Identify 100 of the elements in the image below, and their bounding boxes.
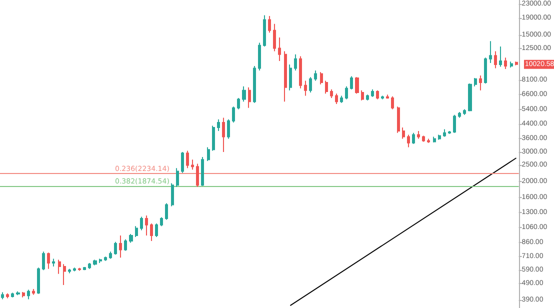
candlestick	[355, 76, 359, 94]
candlestick	[150, 223, 153, 242]
candlestick	[78, 267, 81, 272]
candlestick	[350, 76, 353, 90]
candlestick	[83, 266, 86, 271]
candlestick	[37, 267, 40, 294]
candlestick	[124, 238, 127, 252]
candlestick	[397, 106, 400, 134]
candlestick	[330, 88, 333, 99]
candlestick	[222, 117, 225, 152]
candlestick	[504, 57, 507, 70]
candlestick	[191, 159, 194, 170]
candlestick	[515, 61, 518, 66]
candlestick	[278, 37, 281, 62]
candlestick	[186, 150, 189, 169]
candlestick	[160, 216, 163, 227]
candlestick	[386, 94, 389, 100]
candlestick	[438, 134, 441, 140]
candlestick	[448, 130, 451, 134]
candlestick	[253, 65, 256, 104]
candlestick	[104, 256, 107, 262]
candlestick	[407, 134, 410, 148]
candlestick	[417, 130, 420, 140]
candlestick	[58, 259, 61, 274]
candlestick	[1, 292, 4, 300]
candlestick	[412, 132, 415, 144]
candlestick	[227, 118, 230, 140]
candlestick	[263, 14, 266, 48]
candlestick	[309, 76, 312, 94]
candlestick	[325, 80, 328, 94]
candlestick	[63, 264, 66, 286]
candlestick	[207, 146, 210, 162]
candlestick	[335, 93, 338, 105]
candlestick	[145, 215, 148, 236]
candlestick	[88, 262, 91, 270]
candlestick	[99, 258, 102, 264]
candlestick	[273, 23, 276, 52]
candlestick	[258, 42, 261, 72]
candlestick	[453, 114, 456, 134]
candlestick	[52, 258, 55, 267]
candlestick	[242, 86, 246, 102]
candlestick	[402, 127, 405, 140]
candlestick	[11, 292, 14, 298]
candlestick	[361, 90, 364, 101]
candlestick	[458, 111, 461, 118]
candlestick	[366, 94, 369, 101]
candlestick	[129, 233, 133, 244]
candlestick	[135, 226, 138, 238]
candlestick	[463, 108, 466, 116]
candlestick	[422, 135, 425, 142]
candlestick	[320, 72, 323, 85]
candlestick	[314, 70, 317, 82]
candlestick	[299, 56, 302, 89]
candlestick	[114, 241, 117, 256]
candlestick	[391, 96, 394, 110]
candlestick	[237, 98, 240, 110]
candlestick	[494, 50, 497, 69]
candlestick	[381, 95, 384, 100]
candlestick	[376, 90, 379, 100]
candlestick	[196, 163, 199, 188]
candlestick	[304, 80, 307, 96]
candlestick	[510, 61, 513, 68]
candlestick	[176, 168, 179, 188]
candlestick	[474, 78, 477, 87]
candlestick	[217, 118, 220, 132]
candlestick	[468, 82, 472, 112]
candlestick	[47, 252, 50, 270]
candlestick	[443, 128, 446, 138]
candlestick	[171, 182, 174, 207]
candlestick	[499, 46, 502, 68]
candlestick	[155, 223, 158, 238]
candlestick	[32, 288, 35, 296]
candlestick	[479, 74, 482, 91]
candlestick	[140, 216, 143, 231]
candlestick	[268, 15, 271, 34]
candlestick	[6, 292, 9, 299]
candlestick	[232, 106, 235, 123]
candlestick	[181, 151, 184, 174]
candlestick	[371, 88, 374, 98]
candlestick	[68, 268, 71, 274]
candlestick	[93, 259, 97, 266]
candlestick	[119, 234, 122, 258]
candlestick	[109, 251, 112, 260]
candlestick	[42, 251, 45, 271]
candlestick	[340, 95, 343, 104]
candlestick	[345, 86, 348, 100]
candlestick	[427, 138, 430, 144]
candlestick	[284, 50, 287, 102]
candlestick	[433, 136, 436, 143]
candlestick	[484, 57, 487, 84]
candlestick	[212, 125, 215, 152]
candlestick	[27, 289, 30, 300]
candlestick	[16, 290, 20, 296]
candlestick	[289, 64, 292, 91]
candlestick	[294, 54, 297, 72]
candlestick	[489, 40, 492, 64]
candlestick	[22, 292, 25, 298]
candlestick	[201, 156, 204, 186]
candlestick	[165, 202, 168, 220]
candlestick	[248, 86, 251, 108]
